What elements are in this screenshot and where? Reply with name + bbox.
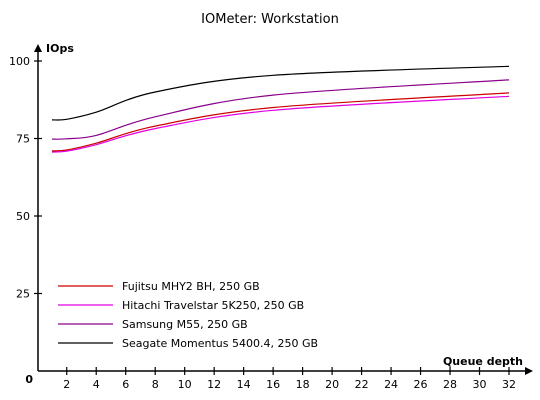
y-axis-arrow (34, 44, 42, 52)
y-axis-label: IOps (46, 42, 74, 55)
y-ticks: 25 50 75 100 (9, 55, 42, 301)
legend-label-3: Samsung M55, 250 GB (122, 318, 248, 331)
chart-title: IOMeter: Workstation (201, 12, 339, 27)
series-line-4 (51, 65, 510, 121)
x-tick-label: 4 (93, 378, 100, 391)
axes (34, 44, 533, 375)
x-tick-label: 12 (207, 378, 221, 391)
y-tick-label: 50 (16, 210, 30, 223)
series-lines (51, 65, 510, 153)
y-tick-label: 100 (9, 55, 30, 68)
x-tick-label: 32 (502, 378, 516, 391)
x-tick-label: 30 (473, 378, 487, 391)
series-line-3 (51, 79, 510, 140)
x-axis-arrow (525, 367, 533, 375)
origin-label: 0 (25, 373, 33, 386)
x-tick-label: 26 (414, 378, 428, 391)
x-tick-label: 20 (325, 378, 339, 391)
x-tick-label: 6 (122, 378, 129, 391)
x-tick-label: 10 (178, 378, 192, 391)
x-tick-label: 8 (152, 378, 159, 391)
x-tick-label: 18 (296, 378, 310, 391)
x-tick-label: 2 (63, 378, 70, 391)
series-line-2 (51, 95, 510, 153)
legend-label-1: Fujitsu MHY2 BH, 250 GB (122, 280, 260, 293)
x-axis-label: Queue depth (443, 355, 523, 368)
legend-label-4: Seagate Momentus 5400.4, 250 GB (122, 337, 318, 350)
x-ticks: 2 4 6 8 10 12 14 16 18 20 22 24 26 28 30 32 (63, 367, 516, 391)
x-tick-label: 22 (355, 378, 369, 391)
series-line-1 (51, 92, 510, 152)
y-tick-label: 75 (16, 133, 30, 146)
x-tick-label: 28 (443, 378, 457, 391)
x-tick-label: 24 (384, 378, 398, 391)
legend: Fujitsu MHY2 BH, 250 GB Hitachi Travelsta… (58, 280, 318, 350)
legend-label-2: Hitachi Travelstar 5K250, 250 GB (122, 299, 304, 312)
x-tick-label: 16 (266, 378, 280, 391)
y-tick-label: 25 (16, 288, 30, 301)
x-tick-label: 14 (237, 378, 251, 391)
